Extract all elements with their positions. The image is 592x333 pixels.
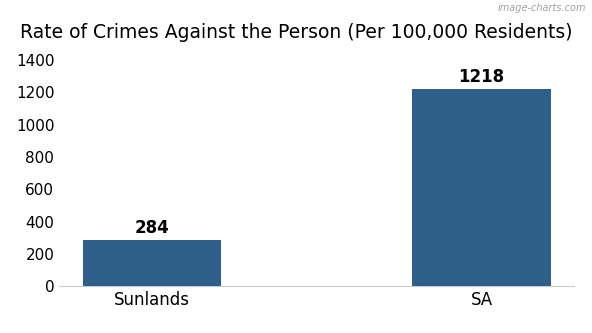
Text: 1218: 1218: [459, 68, 504, 86]
Bar: [83, 240, 221, 286]
Text: 284: 284: [134, 219, 169, 237]
Text: Rate of Crimes Against the Person (Per 100,000 Residents): Rate of Crimes Against the Person (Per 1…: [20, 23, 572, 42]
Text: image-charts.com: image-charts.com: [498, 3, 586, 13]
Bar: [413, 89, 551, 286]
